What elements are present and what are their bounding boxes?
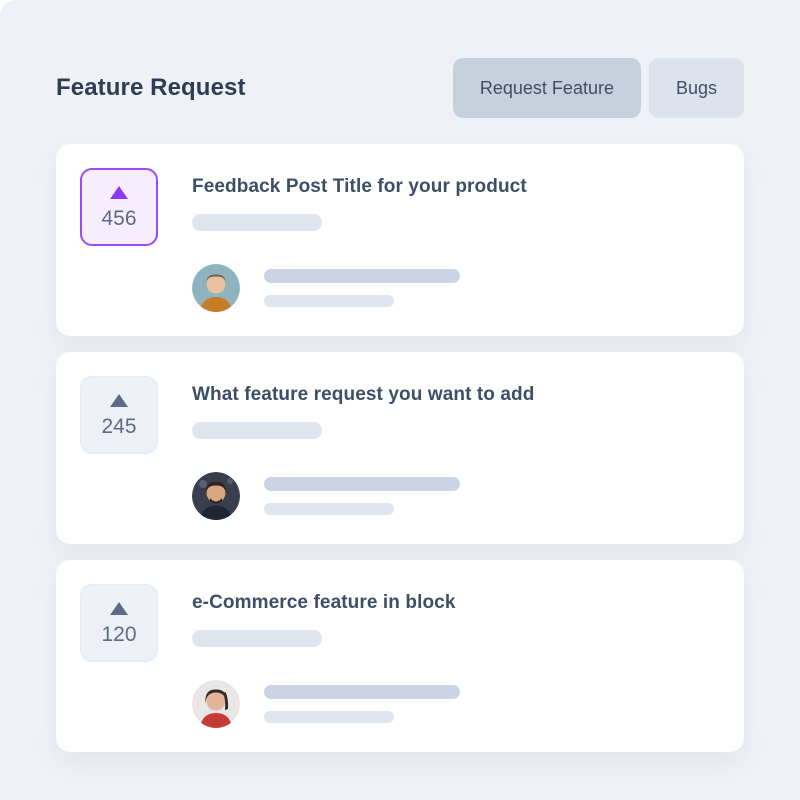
feedback-post-card[interactable]: 120 e-Commerce feature in block bbox=[56, 560, 744, 752]
tab-request-feature[interactable]: Request Feature bbox=[452, 58, 641, 118]
author-name-placeholder bbox=[264, 477, 460, 491]
author-lines bbox=[264, 685, 460, 723]
upvote-arrow-icon bbox=[110, 601, 128, 615]
upvote-button[interactable]: 120 bbox=[80, 584, 158, 662]
author-meta-placeholder bbox=[264, 295, 394, 307]
upvote-arrow-icon bbox=[110, 393, 128, 407]
tab-group: Request Feature Bugs bbox=[452, 58, 744, 118]
avatar bbox=[192, 472, 240, 520]
tab-bugs[interactable]: Bugs bbox=[648, 58, 744, 118]
author-meta-placeholder bbox=[264, 711, 394, 723]
post-list: 456 Feedback Post Title for your product bbox=[56, 144, 744, 752]
upvote-arrow-icon bbox=[110, 185, 128, 199]
author-name-placeholder bbox=[264, 685, 460, 699]
feedback-post-card[interactable]: 456 Feedback Post Title for your product bbox=[56, 144, 744, 336]
upvote-button[interactable]: 245 bbox=[80, 376, 158, 454]
post-title: e-Commerce feature in block bbox=[192, 592, 456, 613]
vote-count: 456 bbox=[101, 206, 137, 230]
post-body: What feature request you want to add bbox=[192, 376, 720, 520]
post-excerpt-placeholder bbox=[192, 214, 322, 231]
post-body: Feedback Post Title for your product bbox=[192, 168, 720, 312]
feedback-post-card[interactable]: 245 What feature request you want to add bbox=[56, 352, 744, 544]
post-body: e-Commerce feature in block bbox=[192, 584, 720, 728]
page-title: Feature Request bbox=[56, 74, 246, 101]
author-lines bbox=[264, 477, 460, 515]
post-title: Feedback Post Title for your product bbox=[192, 176, 527, 197]
post-excerpt-placeholder bbox=[192, 630, 322, 647]
author-row bbox=[192, 472, 720, 520]
upvote-button[interactable]: 456 bbox=[80, 168, 158, 246]
author-name-placeholder bbox=[264, 269, 460, 283]
avatar bbox=[192, 680, 240, 728]
author-row bbox=[192, 680, 720, 728]
author-row bbox=[192, 264, 720, 312]
vote-count: 245 bbox=[101, 414, 137, 438]
vote-count: 120 bbox=[101, 622, 137, 646]
post-title: What feature request you want to add bbox=[192, 384, 535, 405]
author-lines bbox=[264, 269, 460, 307]
avatar bbox=[192, 264, 240, 312]
header: Feature Request Request Feature Bugs bbox=[0, 0, 800, 118]
post-excerpt-placeholder bbox=[192, 422, 322, 439]
author-meta-placeholder bbox=[264, 503, 394, 515]
